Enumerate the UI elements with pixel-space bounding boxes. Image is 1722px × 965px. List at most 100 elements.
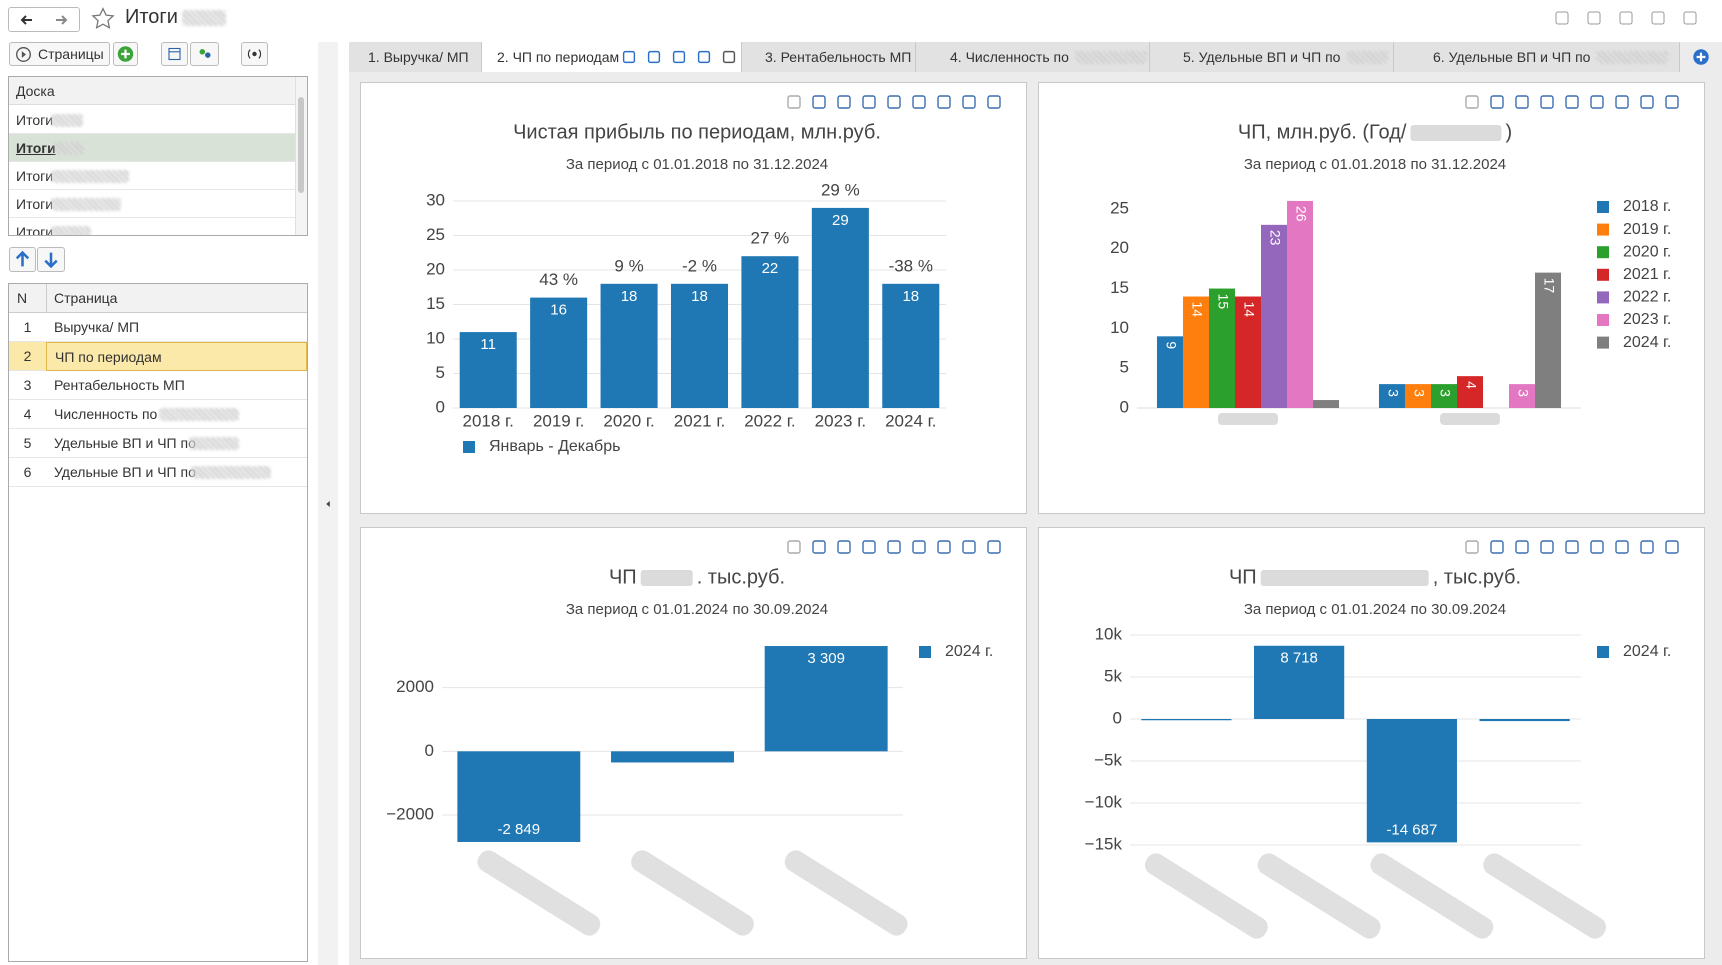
blurred-x-label xyxy=(1144,853,1268,939)
legend-swatch xyxy=(1597,268,1609,281)
chart-tool-icon[interactable] xyxy=(1640,95,1654,109)
table-row[interactable]: 4 Численность по xyxy=(9,400,307,429)
board-item-label: Итоги xyxy=(16,196,54,212)
pages-button[interactable]: Страницы xyxy=(9,42,110,66)
tab[interactable]: 4. Численность по xyxy=(916,42,1150,72)
table-row[interactable]: 6 Удельные ВП и ЧП по xyxy=(9,458,307,487)
y-tick-label: 10 xyxy=(1110,318,1129,337)
tab-action[interactable] xyxy=(670,48,688,66)
broadcast-button[interactable] xyxy=(241,42,268,66)
chart-tool-icon[interactable] xyxy=(937,95,951,109)
chart-tool-icon[interactable] xyxy=(1490,540,1504,554)
chart-tool-icon[interactable] xyxy=(912,540,926,554)
chart-tool-icon[interactable] xyxy=(1465,95,1479,109)
blurred-x-label xyxy=(1257,853,1381,939)
y-tick-label: −15k xyxy=(1085,834,1123,853)
tab[interactable]: 5. Удельные ВП и ЧП по xyxy=(1150,42,1394,72)
chart-tool-icon[interactable] xyxy=(837,95,851,109)
layout-button[interactable] xyxy=(161,42,188,66)
blurred-text xyxy=(51,198,121,211)
bar xyxy=(1313,400,1340,408)
board-item[interactable]: Итоги xyxy=(9,106,295,134)
tab[interactable]: 2. ЧП по периодам xyxy=(482,42,742,72)
chart-tool-icon[interactable] xyxy=(787,540,801,554)
chart-tool-icon[interactable] xyxy=(1540,540,1554,554)
chart-tool-icon[interactable] xyxy=(962,95,976,109)
chart-panel: Чистая прибыль по периодам, млн.руб. За п… xyxy=(360,82,1027,514)
chart-tool-icon[interactable] xyxy=(1615,540,1629,554)
users-button-glyph xyxy=(199,49,211,58)
chart-tool-icon[interactable] xyxy=(987,540,1001,554)
window-action[interactable] xyxy=(1552,8,1572,28)
tab[interactable]: 1. Выручка/ МП xyxy=(349,42,482,72)
tab[interactable]: 6. Удельные ВП и ЧП по xyxy=(1394,42,1680,72)
window-action[interactable] xyxy=(1584,8,1604,28)
board-item[interactable]: Итоги xyxy=(9,134,295,162)
window-action[interactable] xyxy=(1616,8,1636,28)
chart-tool-icon[interactable] xyxy=(812,540,826,554)
chart-tool-icon[interactable] xyxy=(937,540,951,554)
data-label: 9 xyxy=(1163,341,1179,349)
blurred-text xyxy=(159,408,239,421)
chart-tool-icon[interactable] xyxy=(1465,540,1479,554)
board-item[interactable]: Итоги xyxy=(9,218,295,235)
chart-tool-icon[interactable] xyxy=(1590,95,1604,109)
chart-tool-icon[interactable] xyxy=(887,540,901,554)
board-item-label: Итоги xyxy=(16,140,56,156)
splitter[interactable] xyxy=(318,42,338,965)
chart-tool-icon[interactable] xyxy=(1640,540,1654,554)
data-label: 18 xyxy=(621,288,638,305)
chart-tool-icon[interactable] xyxy=(1565,540,1579,554)
chart-panel: ЧП . тыс.руб. За период с 01.01.2024 по 30… xyxy=(360,527,1027,959)
chart-tool-icon[interactable] xyxy=(1665,540,1679,554)
table-row[interactable]: 3 Рентабельность МП xyxy=(9,371,307,400)
table-row[interactable]: 2 ЧП по периодам xyxy=(9,342,307,371)
chart-tool-icon[interactable] xyxy=(837,540,851,554)
chart-tool-icon[interactable] xyxy=(1665,95,1679,109)
x-tick-label: 2019 г. xyxy=(533,411,584,430)
chart-tool-icon[interactable] xyxy=(887,95,901,109)
users-button[interactable] xyxy=(190,42,219,66)
tab[interactable]: 3. Рентабельность МП xyxy=(742,42,916,72)
chart-tool-icon[interactable] xyxy=(862,95,876,109)
legend-swatch xyxy=(1597,201,1609,213)
move-up-button-glyph xyxy=(15,250,30,267)
forward-button[interactable] xyxy=(47,10,75,30)
row-number: 3 xyxy=(23,377,32,393)
chart-tool-icon[interactable] xyxy=(962,540,976,554)
tab-action[interactable] xyxy=(620,48,638,66)
chart-tool-icon[interactable] xyxy=(1515,95,1529,109)
chart-tool-icon[interactable] xyxy=(1515,540,1529,554)
move-down-button[interactable] xyxy=(37,247,65,272)
chart-tool-icon[interactable] xyxy=(812,95,826,109)
add-page-button[interactable] xyxy=(113,42,138,66)
board-item[interactable]: Итоги xyxy=(9,190,295,218)
chart-tool-icon[interactable] xyxy=(1540,95,1554,109)
board-item[interactable]: Итоги xyxy=(9,162,295,190)
table-row[interactable]: 1 Выручка/ МП xyxy=(9,313,307,342)
tab-action[interactable] xyxy=(645,48,663,66)
chart-tool-icon[interactable] xyxy=(1615,95,1629,109)
chart-tool-icon[interactable] xyxy=(1565,95,1579,109)
chart-tool-icon[interactable] xyxy=(862,540,876,554)
row-name: Удельные ВП и ЧП по xyxy=(54,435,196,451)
chart-subtitle: За период с 01.01.2018 по 31.12.2024 xyxy=(566,156,828,173)
table-row[interactable]: 5 Удельные ВП и ЧП по xyxy=(9,429,307,458)
y-tick-label: 0 xyxy=(425,741,434,760)
chart-tool-icon[interactable] xyxy=(987,95,1001,109)
favorite-star[interactable] xyxy=(90,6,116,32)
chart-tool-icon[interactable] xyxy=(912,95,926,109)
back-button[interactable] xyxy=(13,10,41,30)
chart-tool-icon[interactable] xyxy=(1490,95,1504,109)
window-action[interactable] xyxy=(1648,8,1668,28)
chart-tool-icon[interactable] xyxy=(1590,540,1604,554)
tab-action[interactable] xyxy=(720,48,738,66)
data-label: 3 xyxy=(1385,389,1401,397)
tab-action[interactable] xyxy=(695,48,713,66)
blurred-x-label xyxy=(477,850,601,936)
add-tab-button[interactable] xyxy=(1690,46,1712,68)
window-action[interactable] xyxy=(1680,8,1700,28)
chart-tool-icon[interactable] xyxy=(787,95,801,109)
move-up-button[interactable] xyxy=(9,247,36,272)
